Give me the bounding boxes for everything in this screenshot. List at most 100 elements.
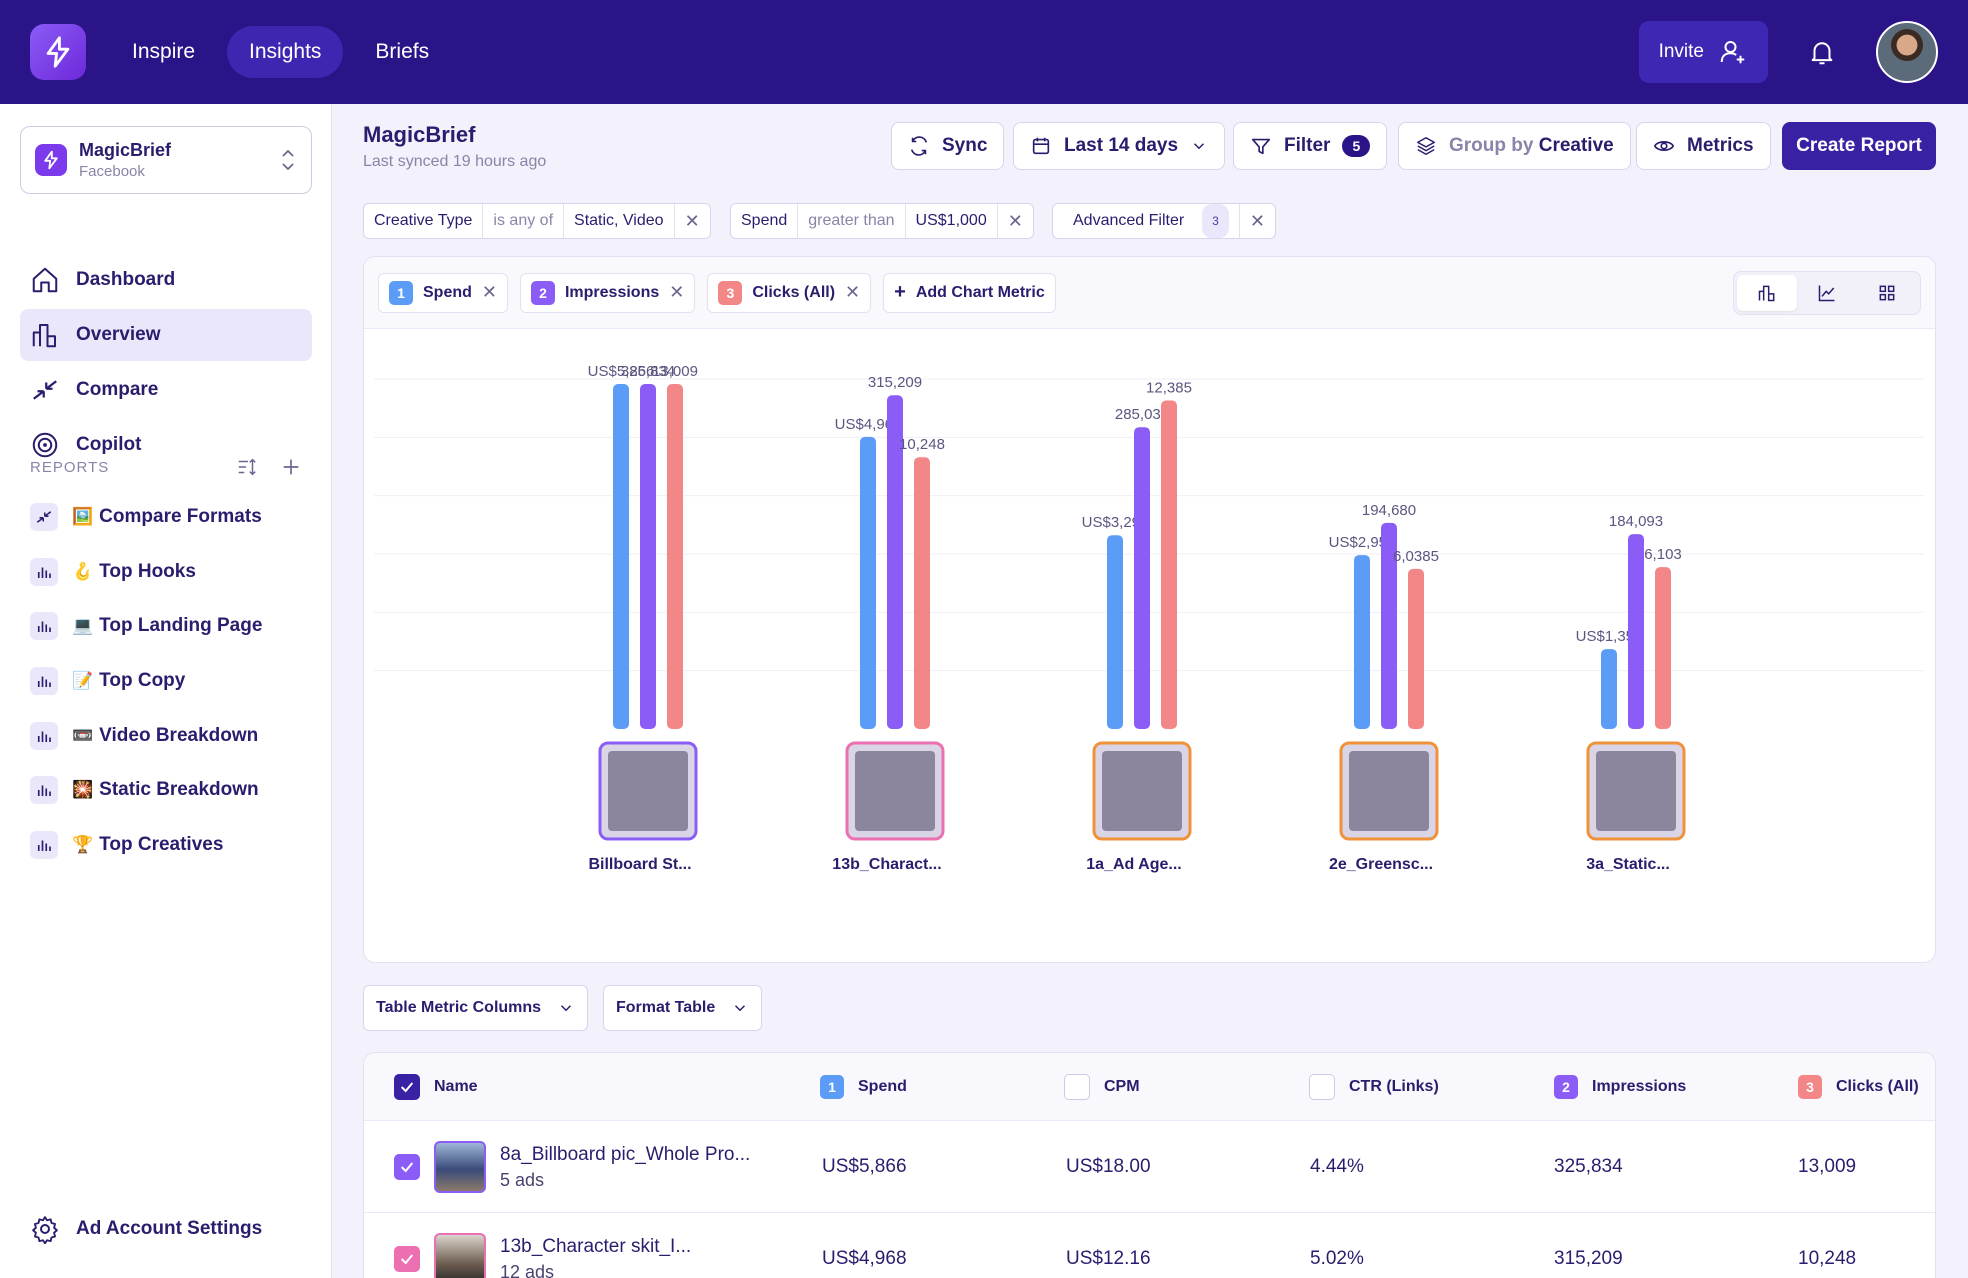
- sidebar-item-dashboard[interactable]: Dashboard: [20, 254, 312, 306]
- report-top-hooks[interactable]: 🪝 Top Hooks: [20, 545, 312, 600]
- reports-header: REPORTS: [30, 456, 302, 478]
- bar-chart-icon: [30, 557, 58, 586]
- nav-insights[interactable]: Insights: [227, 26, 344, 78]
- group-by-button[interactable]: Group by Creative: [1398, 122, 1631, 170]
- calendar-icon: [1032, 137, 1050, 155]
- column-label: Spend: [858, 1078, 907, 1095]
- report-video-breakdown[interactable]: 📼 Video Breakdown: [20, 708, 312, 763]
- line-view-icon[interactable]: [1797, 275, 1857, 311]
- sidebar-item-copilot[interactable]: Copilot: [20, 419, 312, 471]
- report-top-creatives[interactable]: 🏆 Top Creatives: [20, 818, 312, 873]
- column-header-cpm[interactable]: CPM: [1064, 1053, 1140, 1121]
- data-table: Name 1 Spend CPM CTR (Links) 2 Impressio…: [363, 1052, 1936, 1278]
- nav-briefs[interactable]: Briefs: [375, 40, 430, 63]
- account-platform: Facebook: [79, 163, 145, 180]
- top-nav-bar: Inspire Insights Briefs Invite: [0, 0, 1968, 104]
- sidebar-item-compare[interactable]: Compare: [20, 364, 312, 416]
- chart-metric-clicks[interactable]: 3 Clicks (All) ✕: [707, 272, 872, 313]
- chart-metric-spend[interactable]: 1 Spend ✕: [378, 272, 508, 313]
- sidebar-item-label: Compare: [76, 379, 159, 400]
- account-switcher[interactable]: MagicBrief Facebook: [20, 126, 312, 194]
- report-top-copy[interactable]: 📝 Top Copy: [20, 654, 312, 709]
- chart-toggle-checkbox[interactable]: [1064, 1074, 1090, 1100]
- remove-filter-close-icon[interactable]: ✕: [1238, 204, 1275, 238]
- report-static-breakdown[interactable]: 🎇 Static Breakdown: [20, 763, 312, 818]
- bar-chart-icon: [30, 830, 58, 859]
- eye-icon: [1653, 141, 1675, 151]
- cell-ctr: 5.02%: [1310, 1248, 1364, 1269]
- remove-filter-close-icon[interactable]: ✕: [996, 204, 1033, 238]
- sync-label: Sync: [942, 135, 988, 156]
- ad-account-settings-link[interactable]: Ad Account Settings: [30, 1214, 262, 1244]
- data-label: 194,680: [1362, 502, 1416, 519]
- remove-metric-close-icon[interactable]: ✕: [481, 282, 497, 302]
- filter-operator: is any of: [482, 204, 563, 238]
- select-all-checkbox[interactable]: [394, 1074, 420, 1100]
- report-emoji: 📼: [72, 725, 94, 745]
- filter-chip-creative-type[interactable]: Creative Type is any of Static, Video ✕: [363, 203, 711, 239]
- report-top-landing-page[interactable]: 💻 Top Landing Page: [20, 599, 312, 654]
- bar-clicks-all--1: [914, 457, 930, 729]
- group-by-value: Creative: [1538, 135, 1614, 156]
- row-checkbox[interactable]: [394, 1246, 420, 1272]
- filter-label: Filter: [1284, 135, 1331, 156]
- remove-filter-close-icon[interactable]: ✕: [673, 204, 710, 238]
- report-compare-formats[interactable]: 🖼️ Compare Formats: [20, 490, 312, 545]
- home-icon: [32, 267, 58, 293]
- add-metric-label: Add Chart Metric: [915, 283, 1045, 301]
- column-header-spend[interactable]: 1 Spend: [820, 1053, 907, 1121]
- date-range-select[interactable]: Last 14 days: [1013, 122, 1226, 170]
- account-name: MagicBrief: [79, 140, 172, 160]
- app-logo[interactable]: [30, 24, 86, 80]
- filter-chip-spend[interactable]: Spend greater than US$1,000 ✕: [730, 203, 1034, 239]
- sidebar-item-label: Overview: [76, 324, 161, 345]
- add-report-icon[interactable]: [280, 456, 302, 478]
- remove-metric-close-icon[interactable]: ✕: [845, 282, 861, 302]
- table-metric-columns-button[interactable]: Table Metric Columns: [363, 985, 589, 1031]
- notifications-bell-icon[interactable]: [1802, 32, 1842, 72]
- report-emoji: 🖼️: [72, 507, 94, 527]
- bar-chart-icon: [30, 721, 58, 750]
- column-header-clicks[interactable]: 3 Clicks (All): [1798, 1053, 1919, 1121]
- column-header-impressions[interactable]: 2 Impressions: [1554, 1053, 1686, 1121]
- column-label: Impressions: [1592, 1078, 1687, 1095]
- column-header-ctr[interactable]: CTR (Links): [1309, 1053, 1439, 1121]
- sort-icon[interactable]: [236, 456, 258, 478]
- invite-button[interactable]: Invite: [1638, 21, 1768, 83]
- bar-view-icon[interactable]: [1737, 274, 1797, 311]
- chart-metric-impressions[interactable]: 2 Impressions ✕: [519, 272, 696, 313]
- chart-toggle-checkbox[interactable]: [1309, 1074, 1335, 1100]
- grid-view-icon[interactable]: [1857, 275, 1917, 311]
- data-label: 12,385: [1146, 380, 1192, 397]
- sidebar-item-overview[interactable]: Overview: [20, 309, 312, 361]
- create-report-button[interactable]: Create Report: [1782, 122, 1936, 170]
- table-row[interactable]: 8a_Billboard pic_Whole Pro... 5 ads US$5…: [364, 1121, 1935, 1213]
- compare-arrows-icon: [33, 380, 57, 400]
- chart-toolbar: 1 Spend ✕ 2 Impressions ✕ 3 Clicks (All)…: [364, 257, 1935, 329]
- add-chart-metric-button[interactable]: + Add Chart Metric: [883, 272, 1056, 313]
- settings-label: Ad Account Settings: [76, 1218, 263, 1239]
- report-emoji: 🏆: [72, 834, 94, 854]
- filter-button[interactable]: Filter 5: [1233, 122, 1388, 170]
- data-label: 10,248: [899, 436, 945, 453]
- chart-card: 1 Spend ✕ 2 Impressions ✕ 3 Clicks (All)…: [363, 256, 1936, 963]
- reports-header-label: REPORTS: [30, 458, 110, 476]
- table-row[interactable]: 13b_Character skit_I... 12 ads US$4,968 …: [364, 1213, 1935, 1278]
- chevron-down-icon: [735, 1005, 746, 1012]
- sync-button[interactable]: Sync: [891, 122, 1005, 170]
- thumbnail-image: [855, 751, 935, 831]
- metric-label: Clicks (All): [752, 283, 836, 301]
- bar-clicks-all--4: [1655, 567, 1671, 729]
- remove-metric-close-icon[interactable]: ✕: [669, 282, 685, 302]
- column-header-name[interactable]: Name: [394, 1053, 478, 1121]
- nav-inspire[interactable]: Inspire: [132, 40, 196, 63]
- user-avatar[interactable]: [1876, 21, 1938, 83]
- cell-ctr: 4.44%: [1310, 1156, 1364, 1177]
- format-table-button[interactable]: Format Table: [603, 985, 763, 1031]
- chevron-up-down-icon: [282, 149, 294, 171]
- filter-chip-advanced[interactable]: Advanced Filter 3 ✕: [1052, 203, 1276, 239]
- report-label: Top Copy: [99, 670, 186, 692]
- table-columns-label: Table Metric Columns: [376, 999, 542, 1016]
- metrics-button[interactable]: Metrics: [1636, 122, 1771, 170]
- row-checkbox[interactable]: [394, 1154, 420, 1180]
